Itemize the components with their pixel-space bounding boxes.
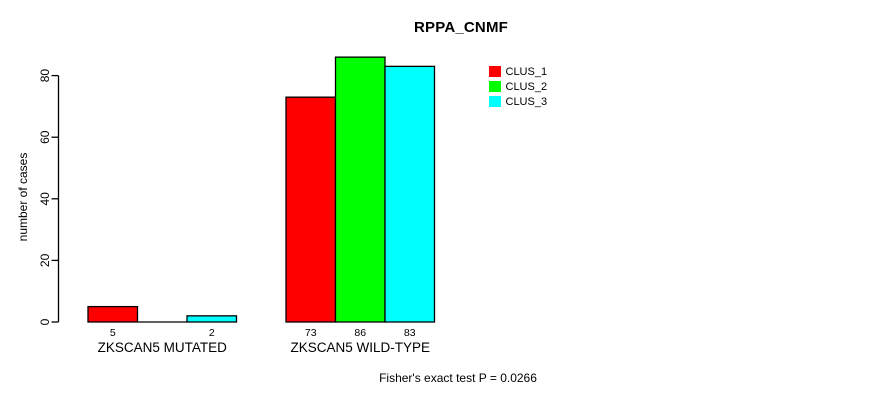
legend: CLUS_1 CLUS_2 CLUS_3 <box>489 64 547 109</box>
bar-clus_3 <box>186 315 238 323</box>
y-tick-label: 20 <box>38 253 52 267</box>
fisher-test-annotation: Fisher's exact test P = 0.0266 <box>379 371 537 385</box>
legend-swatch-icon <box>489 95 501 108</box>
legend-label: CLUS_3 <box>505 95 548 108</box>
y-axis-label: number of cases <box>16 152 30 242</box>
y-tick-label: 40 <box>38 192 52 206</box>
legend-label: CLUS_2 <box>505 80 548 93</box>
y-tick-label: 80 <box>38 69 52 83</box>
legend-swatch-icon <box>489 65 501 78</box>
y-tick-label: 0 <box>38 318 52 325</box>
bar-clus_1 <box>285 96 337 323</box>
bar-value-label: 86 <box>354 327 366 339</box>
legend-label: CLUS_1 <box>505 65 548 78</box>
chart-title: RPPA_CNMF <box>413 19 509 36</box>
x-category-label: ZKSCAN5 WILD-TYPE <box>290 340 430 355</box>
legend-item: CLUS_1 <box>489 64 547 79</box>
x-category-label: ZKSCAN5 MUTATED <box>98 340 228 355</box>
y-tick-label: 60 <box>38 130 52 144</box>
bar-clus_1 <box>87 305 139 323</box>
bar-value-label: 73 <box>305 327 317 339</box>
legend-item: CLUS_2 <box>489 79 547 94</box>
legend-swatch-icon <box>489 80 501 93</box>
legend-item: CLUS_3 <box>489 94 547 109</box>
bar-value-label: 5 <box>110 327 116 339</box>
bar-value-label: 2 <box>209 327 215 339</box>
bar-value-label: 83 <box>404 327 416 339</box>
bar-clus_3 <box>384 65 436 323</box>
bar-clus_2 <box>334 56 386 323</box>
